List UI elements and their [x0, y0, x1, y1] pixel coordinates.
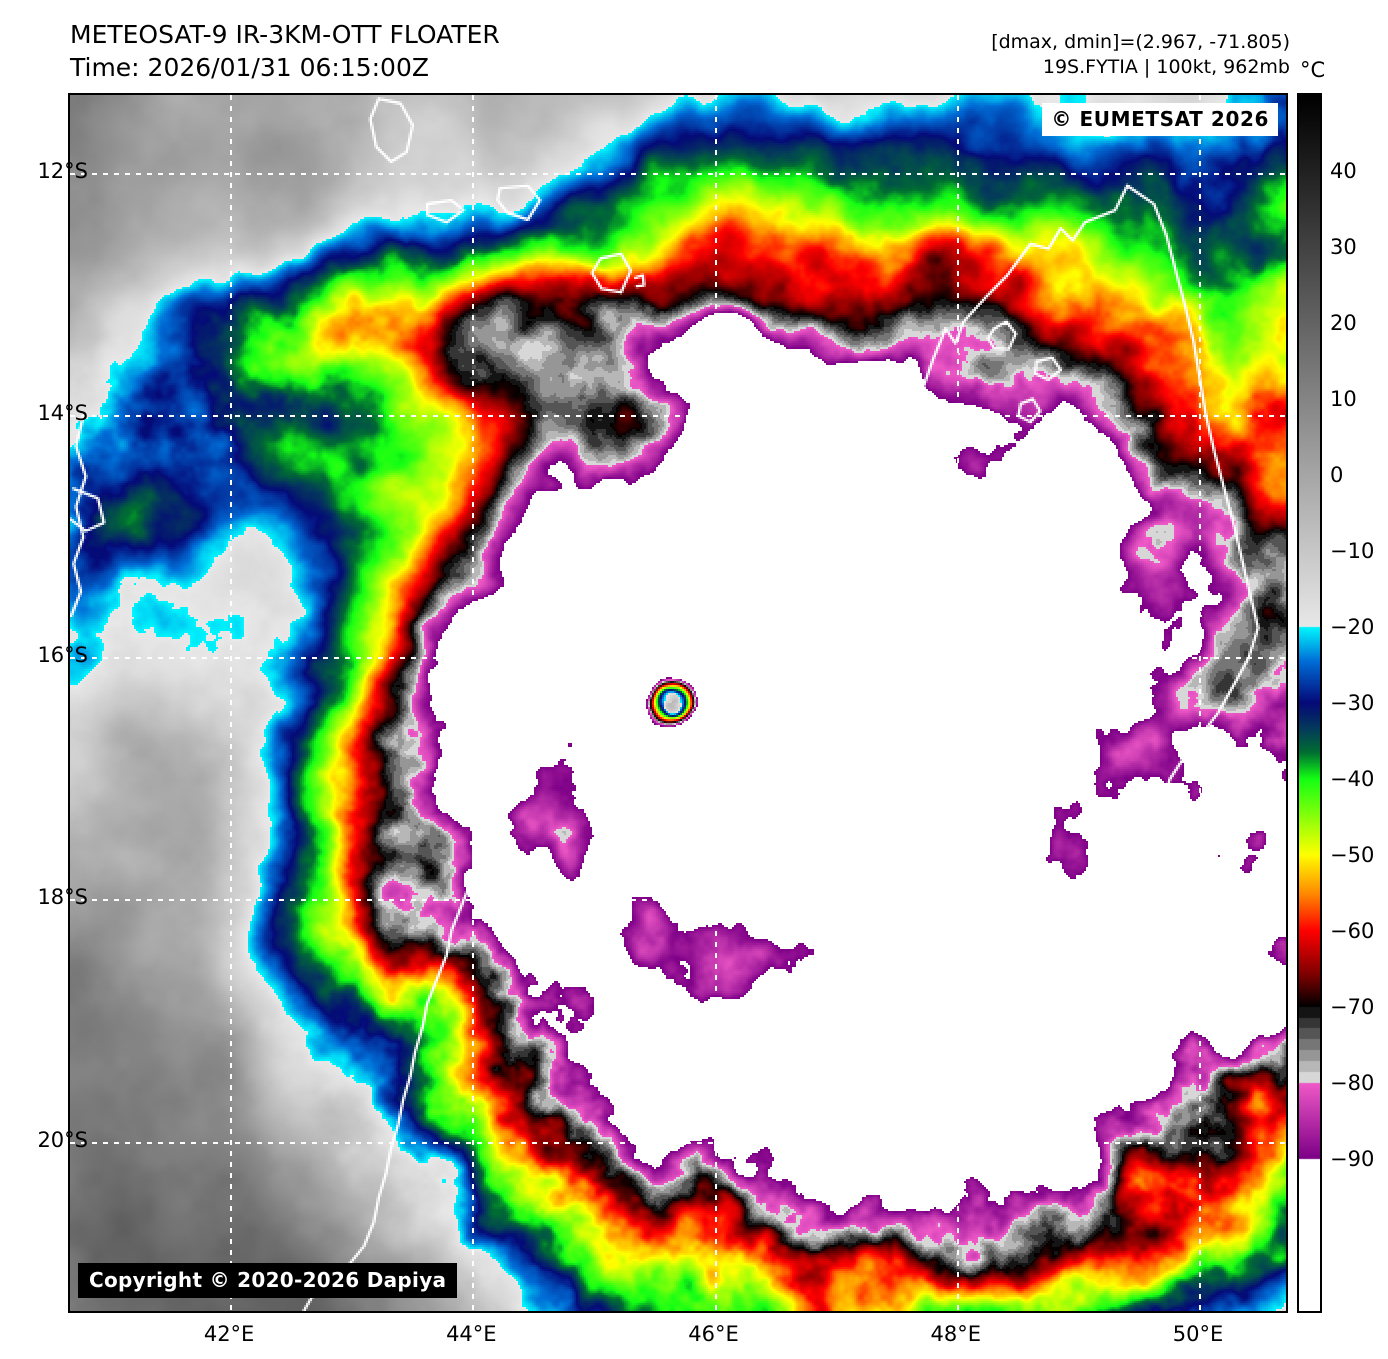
colorbar-tick-label: −50: [1330, 843, 1375, 867]
temperature-colorbar[interactable]: [1297, 93, 1322, 1313]
colorbar-tick-label: 30: [1330, 235, 1357, 259]
colorbar-tick-label: −40: [1330, 767, 1375, 791]
colorbar-tick-label: −60: [1330, 919, 1375, 943]
colorbar-tick-label: −80: [1330, 1071, 1375, 1095]
latitude-tick-label: 20°S: [37, 1127, 88, 1152]
storm-info-label: 19S.FYTIA | 100kt, 962mb: [1042, 56, 1290, 79]
colorbar-tick-label: −20: [1330, 615, 1375, 639]
dapiya-copyright-badge: Copyright © 2020-2026 Dapiya: [78, 1263, 458, 1298]
colorbar-gradient: [1299, 95, 1320, 1311]
longitude-tick-label: 48°E: [930, 1322, 982, 1346]
title-block: METEOSAT-9 IR-3KM-OTT FLOATER Time: 2026…: [70, 18, 500, 84]
colorbar-tick-label: 20: [1330, 311, 1357, 335]
page-title: METEOSAT-9 IR-3KM-OTT FLOATER: [70, 20, 500, 49]
longitude-tick-label: 50°E: [1172, 1322, 1224, 1346]
infrared-satellite-image: [70, 95, 1286, 1311]
satellite-image-panel[interactable]: © EUMETSAT 2026 Copyright © 2020-2026 Da…: [68, 93, 1288, 1313]
colorbar-tick-label: −10: [1330, 539, 1375, 563]
colorbar-unit-label: °C: [1300, 58, 1326, 82]
colorbar-tick-label: −90: [1330, 1147, 1375, 1171]
dmax-dmin-label: [dmax, dmin]=(2.967, -71.805): [991, 31, 1290, 53]
timestamp-label: Time: 2026/01/31 06:15:00Z: [70, 53, 429, 82]
colorbar-tick-label: −70: [1330, 995, 1375, 1019]
colorbar-tick-label: 40: [1330, 159, 1357, 183]
colorbar-tick-label: −30: [1330, 691, 1375, 715]
latitude-tick-label: 14°S: [37, 400, 88, 425]
latitude-tick-label: 18°S: [37, 885, 88, 910]
colorbar-tick-label: 10: [1330, 387, 1357, 411]
metadata-block: [dmax, dmin]=(2.967, -71.805) 19S.FYTIA …: [991, 30, 1290, 81]
colorbar-tick-label: 0: [1330, 463, 1344, 487]
longitude-tick-label: 46°E: [688, 1322, 739, 1346]
longitude-tick-label: 44°E: [446, 1322, 497, 1346]
longitude-tick-label: 42°E: [203, 1322, 255, 1346]
eumetsat-copyright-badge: © EUMETSAT 2026: [1042, 103, 1278, 136]
latitude-tick-label: 16°S: [37, 643, 88, 668]
latitude-tick-label: 12°S: [37, 158, 88, 183]
